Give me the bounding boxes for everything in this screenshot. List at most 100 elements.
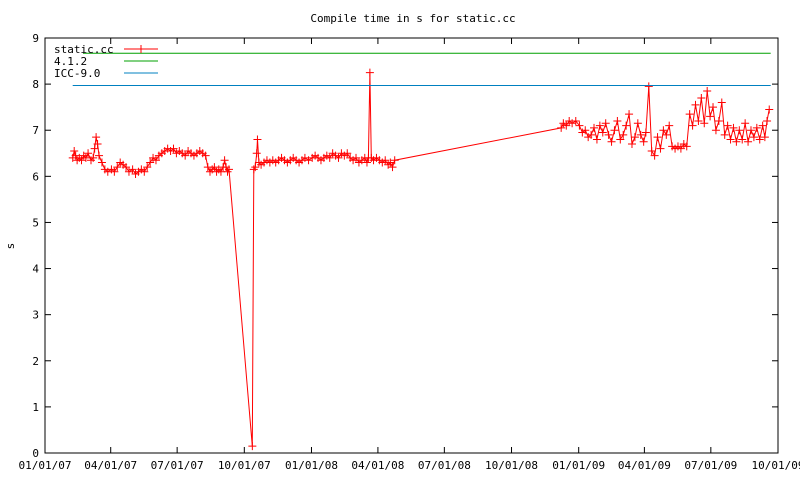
data-point bbox=[717, 98, 726, 107]
data-point bbox=[381, 156, 390, 165]
data-point bbox=[143, 163, 152, 172]
data-point bbox=[77, 156, 86, 165]
legend-label: 4.1.2 bbox=[54, 55, 87, 68]
data-point bbox=[619, 130, 628, 139]
data-point bbox=[659, 126, 668, 135]
data-point bbox=[732, 137, 741, 146]
data-point bbox=[352, 153, 361, 162]
data-point bbox=[113, 163, 122, 172]
x-tick-label: 10/01/08 bbox=[485, 459, 538, 472]
data-point bbox=[388, 163, 397, 172]
x-tick-label: 07/01/09 bbox=[684, 459, 737, 472]
data-point bbox=[650, 151, 659, 160]
data-point bbox=[665, 121, 674, 130]
data-point bbox=[224, 165, 233, 174]
data-point bbox=[252, 149, 261, 158]
data-point bbox=[201, 151, 210, 160]
data-point bbox=[622, 121, 631, 130]
y-tick-label: 2 bbox=[32, 355, 39, 368]
data-point bbox=[682, 142, 691, 151]
data-point bbox=[146, 158, 155, 167]
y-tick-label: 6 bbox=[32, 170, 39, 183]
y-tick-label: 9 bbox=[32, 32, 39, 45]
legend-label: static.cc bbox=[54, 43, 114, 56]
y-axis-label: s bbox=[4, 243, 17, 250]
data-point bbox=[604, 130, 613, 139]
data-point bbox=[390, 156, 399, 165]
data-point bbox=[741, 119, 750, 128]
data-point bbox=[746, 126, 755, 135]
data-point bbox=[616, 135, 625, 144]
data-point bbox=[562, 121, 571, 130]
data-point bbox=[697, 93, 706, 102]
data-point bbox=[362, 158, 371, 167]
data-point bbox=[627, 140, 636, 149]
data-point bbox=[656, 144, 665, 153]
x-tick-label: 04/01/07 bbox=[84, 459, 137, 472]
data-point bbox=[625, 110, 634, 119]
data-point bbox=[181, 151, 190, 160]
data-point bbox=[92, 133, 101, 142]
data-point bbox=[386, 158, 395, 167]
data-point bbox=[647, 146, 656, 155]
data-point bbox=[760, 133, 769, 142]
data-point bbox=[688, 121, 697, 130]
data-point bbox=[685, 110, 694, 119]
y-tick-label: 7 bbox=[32, 124, 39, 137]
data-point bbox=[723, 121, 732, 130]
x-tick-label: 01/01/07 bbox=[19, 459, 72, 472]
data-point bbox=[595, 121, 604, 130]
data-point bbox=[636, 130, 645, 139]
data-point bbox=[610, 126, 619, 135]
data-point bbox=[630, 133, 639, 142]
data-point bbox=[662, 130, 671, 139]
data-point bbox=[729, 123, 738, 132]
data-point bbox=[735, 126, 744, 135]
data-point bbox=[575, 121, 584, 130]
data-point bbox=[571, 117, 580, 125]
y-tick-label: 5 bbox=[32, 216, 39, 229]
data-point bbox=[70, 146, 79, 155]
data-point bbox=[694, 117, 703, 125]
chart-title: Compile time in s for static.cc bbox=[310, 12, 515, 25]
x-tick-label: 07/01/07 bbox=[151, 459, 204, 472]
data-point bbox=[93, 140, 102, 149]
x-tick-label: 10/01/09 bbox=[752, 459, 800, 472]
data-point bbox=[744, 137, 753, 146]
data-point bbox=[714, 117, 723, 125]
data-point bbox=[590, 123, 599, 132]
data-point bbox=[128, 165, 137, 174]
data-point bbox=[676, 144, 685, 153]
data-point bbox=[639, 137, 648, 146]
data-point bbox=[248, 442, 257, 451]
x-tick-label: 01/01/08 bbox=[285, 459, 338, 472]
data-point bbox=[711, 126, 720, 135]
x-tick-label: 10/01/07 bbox=[218, 459, 271, 472]
data-point bbox=[210, 163, 219, 172]
data-point bbox=[122, 163, 131, 172]
y-tick-label: 1 bbox=[32, 401, 39, 414]
data-point bbox=[703, 87, 712, 96]
series-layer bbox=[68, 52, 774, 451]
data-point bbox=[644, 82, 653, 91]
data-point bbox=[97, 158, 106, 167]
data-point bbox=[653, 133, 662, 142]
data-point bbox=[587, 130, 596, 139]
plot-frame bbox=[44, 37, 779, 454]
y-tick-label: 3 bbox=[32, 309, 39, 322]
x-tick-label: 01/01/09 bbox=[552, 459, 605, 472]
data-point bbox=[343, 149, 352, 158]
data-point bbox=[601, 119, 610, 128]
data-point bbox=[169, 144, 178, 153]
data-point bbox=[641, 128, 650, 137]
y-tick-label: 4 bbox=[32, 263, 39, 276]
y-tick-label: 0 bbox=[32, 447, 39, 460]
data-point bbox=[365, 68, 374, 77]
data-point bbox=[720, 130, 729, 139]
data-point bbox=[81, 153, 90, 162]
x-tick-label: 04/01/09 bbox=[618, 459, 671, 472]
data-point bbox=[90, 144, 99, 153]
x-tick-label: 04/01/08 bbox=[351, 459, 404, 472]
